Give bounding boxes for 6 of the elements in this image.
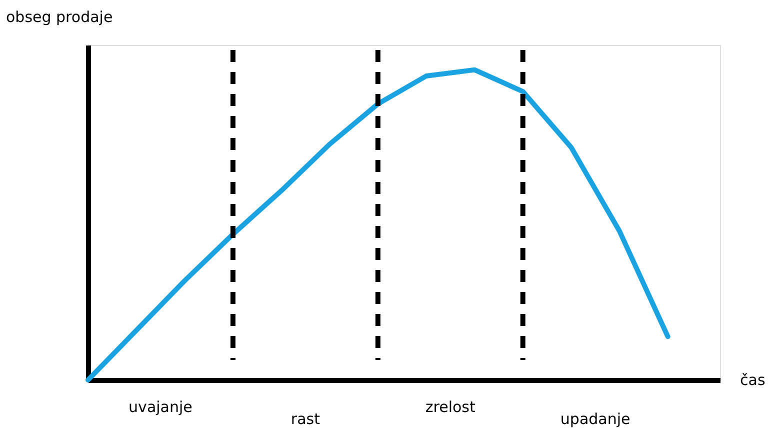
x-axis-title: čas: [740, 371, 766, 389]
text: upadanje: [560, 410, 630, 428]
text: uvajanje: [128, 398, 192, 416]
text: zrelost: [425, 398, 476, 416]
text: rast: [290, 410, 320, 428]
y-axis-title: obseg prodaje: [6, 8, 113, 26]
